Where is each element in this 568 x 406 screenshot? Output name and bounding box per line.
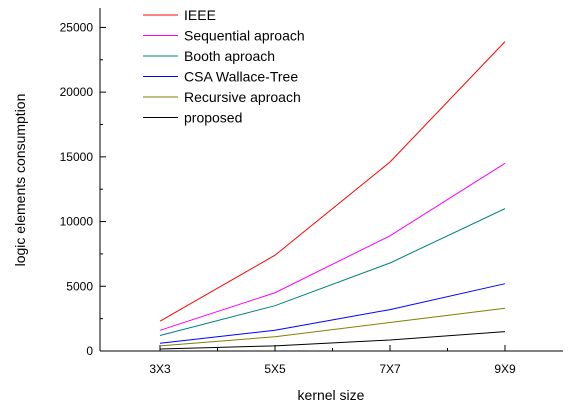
x-axis-title: kernel size (298, 387, 365, 403)
series-line-2 (159, 208, 506, 336)
y-tick-label: 5000 (66, 279, 93, 293)
y-axis-title: logic elements consumption (12, 94, 28, 267)
x-tick-label: 5X5 (264, 362, 286, 376)
series-line-3 (159, 283, 506, 344)
legend-label: CSA Wallace-Tree (184, 69, 298, 85)
x-axis-ticks: 3X3 5X5 7X7 9X9 (149, 345, 516, 376)
y-axis-ticks: 0 5000 10000 15000 20000 25000 (60, 20, 106, 358)
series-layer (159, 41, 506, 350)
y-tick-label: 25000 (60, 20, 94, 34)
legend-label: proposed (184, 110, 242, 126)
series-line-5 (159, 331, 506, 350)
series-line-4 (159, 307, 506, 347)
legend-label: Recursive aproach (184, 89, 301, 105)
legend-label: IEEE (184, 7, 216, 23)
series-line-0 (159, 41, 506, 322)
x-tick-label: 7X7 (379, 362, 401, 376)
series-line-1 (159, 162, 506, 331)
legend: IEEE Sequential aproach Booth aproach CSA W… (143, 7, 305, 126)
x-tick-label: 9X9 (494, 362, 516, 376)
legend-label: Sequential aproach (184, 28, 305, 44)
legend-label: Booth aproach (184, 48, 275, 64)
y-tick-label: 15000 (60, 150, 94, 164)
plot-frame (99, 8, 563, 352)
x-tick-label: 3X3 (149, 362, 171, 376)
y-tick-label: 20000 (60, 85, 94, 99)
y-tick-label: 0 (86, 344, 93, 358)
y-tick-label: 10000 (60, 215, 94, 229)
